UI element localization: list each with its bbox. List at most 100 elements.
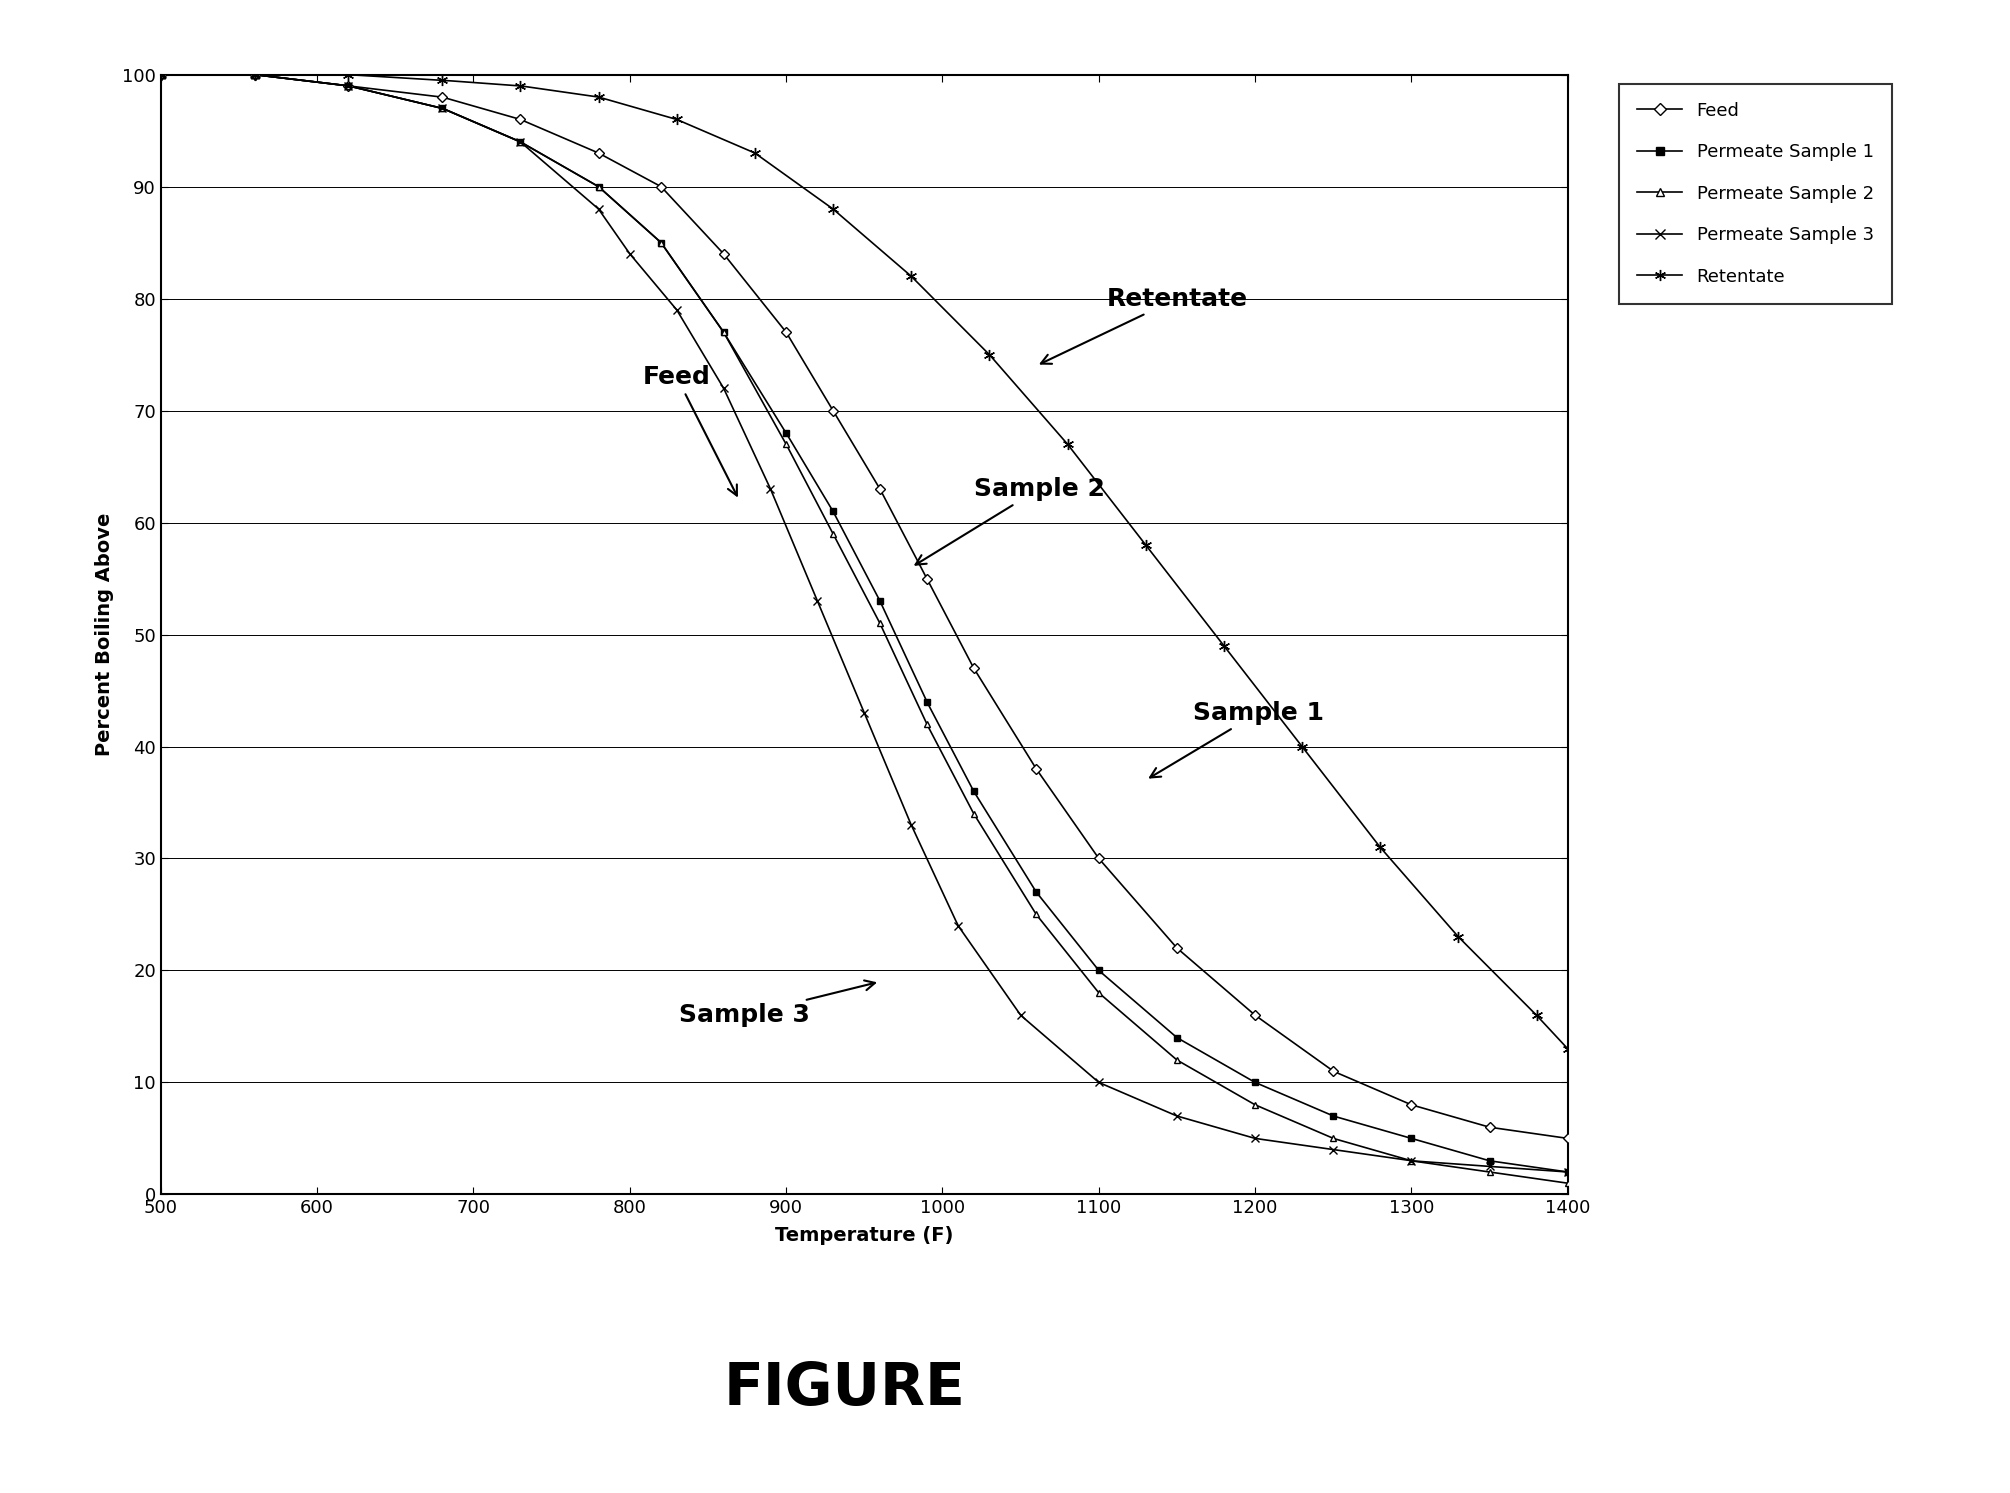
Feed [649, 178, 673, 196]
Permeate Sample 1 [1087, 961, 1112, 979]
Permeate Sample 2 [1025, 905, 1049, 923]
Retentate [665, 110, 689, 128]
Permeate Sample 3 [1087, 1073, 1112, 1091]
Feed [243, 66, 267, 84]
Feed [1321, 1063, 1345, 1081]
Text: FIGURE: FIGURE [724, 1360, 965, 1417]
Permeate Sample 1 [149, 66, 173, 84]
Permeate Sample 2 [1556, 1173, 1580, 1191]
Permeate Sample 1 [509, 133, 533, 151]
Permeate Sample 2 [587, 178, 611, 196]
Permeate Sample 1 [1242, 1073, 1266, 1091]
Feed [1399, 1096, 1423, 1114]
Retentate [1212, 636, 1236, 654]
Permeate Sample 3 [430, 99, 454, 116]
Permeate Sample 3 [947, 917, 971, 935]
Retentate [1290, 738, 1315, 755]
Feed [915, 570, 939, 588]
Permeate Sample 2 [712, 324, 736, 342]
Permeate Sample 2 [149, 66, 173, 84]
Permeate Sample 3 [665, 302, 689, 320]
Permeate Sample 2 [430, 99, 454, 116]
Text: Retentate: Retentate [1041, 287, 1248, 364]
Feed [587, 143, 611, 161]
Permeate Sample 1 [336, 76, 360, 94]
Feed [1025, 760, 1049, 778]
Retentate [509, 76, 533, 94]
Line: Permeate Sample 3: Permeate Sample 3 [157, 70, 1572, 1176]
Permeate Sample 3 [587, 200, 611, 218]
Feed [712, 245, 736, 263]
Permeate Sample 1 [243, 66, 267, 84]
Permeate Sample 3 [712, 379, 736, 397]
Feed [509, 110, 533, 128]
Feed [430, 88, 454, 106]
Retentate [243, 66, 267, 84]
Permeate Sample 1 [1556, 1163, 1580, 1181]
Permeate Sample 2 [961, 805, 985, 823]
Permeate Sample 1 [820, 502, 844, 521]
Permeate Sample 3 [149, 66, 173, 84]
Permeate Sample 2 [1321, 1129, 1345, 1147]
Permeate Sample 1 [712, 324, 736, 342]
Retentate [1369, 838, 1393, 855]
Retentate [744, 143, 768, 161]
Permeate Sample 3 [806, 591, 830, 609]
Text: Sample 3: Sample 3 [679, 981, 874, 1027]
Permeate Sample 2 [868, 615, 892, 633]
Permeate Sample 1 [915, 693, 939, 711]
Feed [1556, 1129, 1580, 1147]
Permeate Sample 1 [961, 782, 985, 800]
Text: Sample 1: Sample 1 [1150, 700, 1325, 778]
Permeate Sample 3 [898, 815, 923, 833]
Feed [820, 402, 844, 420]
Permeate Sample 2 [915, 715, 939, 733]
Permeate Sample 1 [649, 233, 673, 251]
Permeate Sample 1 [587, 178, 611, 196]
Permeate Sample 1 [1477, 1153, 1501, 1171]
Permeate Sample 1 [1025, 884, 1049, 902]
Line: Feed: Feed [157, 72, 1572, 1142]
Retentate [587, 88, 611, 106]
Permeate Sample 2 [1242, 1096, 1266, 1114]
Line: Permeate Sample 2: Permeate Sample 2 [157, 72, 1572, 1187]
Permeate Sample 3 [243, 66, 267, 84]
Permeate Sample 3 [1009, 1006, 1033, 1024]
Permeate Sample 3 [852, 705, 876, 723]
Feed [149, 66, 173, 84]
Permeate Sample 3 [509, 133, 533, 151]
Permeate Sample 2 [243, 66, 267, 84]
Permeate Sample 1 [1166, 1029, 1190, 1047]
Feed [1166, 939, 1190, 957]
Text: Feed: Feed [643, 364, 738, 496]
Permeate Sample 2 [509, 133, 533, 151]
Line: Retentate: Retentate [155, 69, 1574, 1054]
Permeate Sample 3 [617, 245, 641, 263]
Retentate [820, 200, 844, 218]
Permeate Sample 3 [1321, 1141, 1345, 1159]
Permeate Sample 2 [1087, 984, 1112, 1002]
Feed [1242, 1006, 1266, 1024]
Permeate Sample 3 [1242, 1129, 1266, 1147]
Permeate Sample 1 [774, 424, 798, 442]
Retentate [1447, 927, 1471, 947]
Retentate [336, 66, 360, 84]
Retentate [1556, 1039, 1580, 1057]
Retentate [1524, 1006, 1548, 1024]
Permeate Sample 2 [649, 233, 673, 251]
Text: Sample 2: Sample 2 [917, 476, 1106, 564]
Retentate [1134, 536, 1158, 554]
Permeate Sample 2 [774, 436, 798, 454]
Permeate Sample 2 [1399, 1153, 1423, 1171]
Feed [336, 76, 360, 94]
Permeate Sample 3 [1477, 1157, 1501, 1175]
Permeate Sample 3 [1399, 1153, 1423, 1171]
Permeate Sample 3 [336, 76, 360, 94]
Feed [1477, 1118, 1501, 1136]
Retentate [898, 267, 923, 285]
Retentate [149, 66, 173, 84]
Permeate Sample 1 [430, 99, 454, 116]
Feed [868, 481, 892, 499]
Retentate [430, 72, 454, 90]
Permeate Sample 1 [868, 591, 892, 609]
